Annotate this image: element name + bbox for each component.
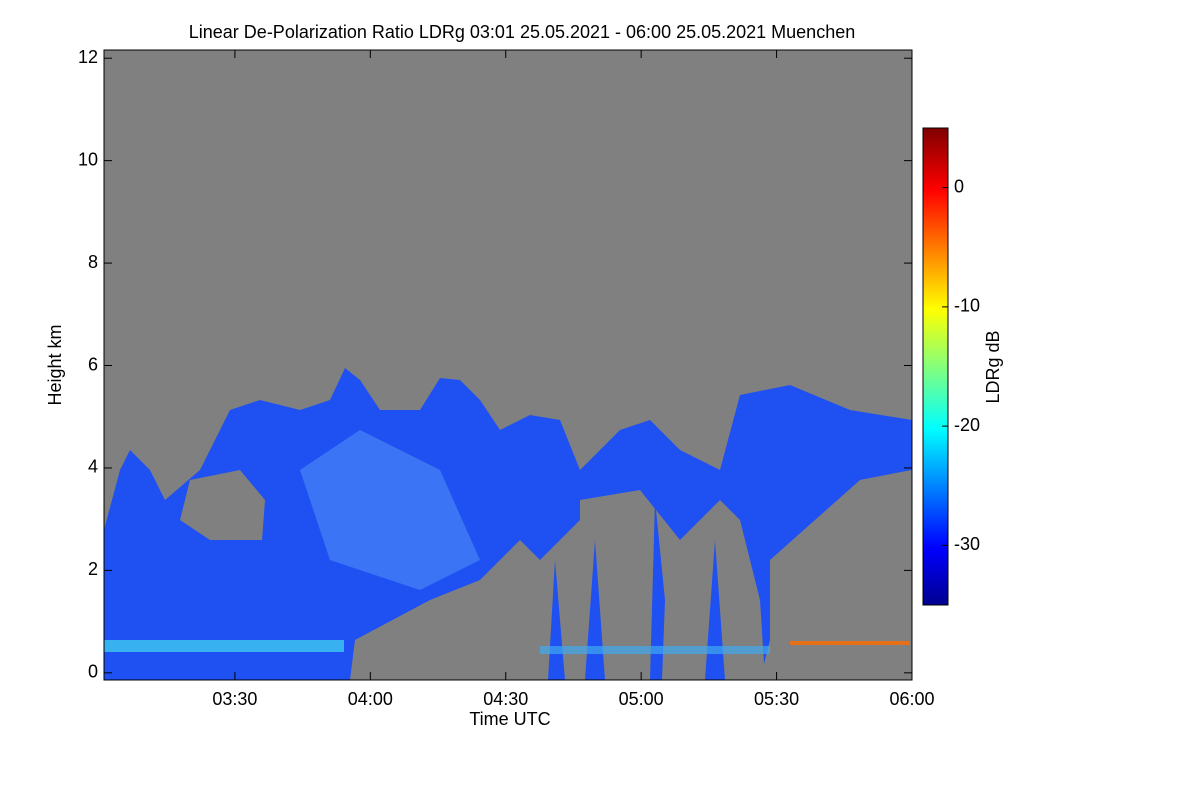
x-tick-label: 06:00	[889, 689, 934, 709]
y-tick-label: 0	[88, 662, 98, 682]
y-tick-label: 2	[88, 559, 98, 579]
x-tick-label: 05:00	[619, 689, 664, 709]
y-tick-label: 6	[88, 354, 98, 374]
colorbar-tick-label: -30	[954, 534, 980, 554]
x-tick-label: 03:30	[212, 689, 257, 709]
colorbar-tick-label: -20	[954, 415, 980, 435]
colorbar-label: LDRg dB	[983, 330, 1003, 403]
y-tick-label: 8	[88, 252, 98, 272]
y-axis-label: Height km	[45, 324, 65, 405]
y-tick-label: 10	[78, 149, 98, 169]
heatmap-field	[104, 50, 912, 680]
colorbar	[922, 127, 949, 606]
plot-frame	[103, 49, 913, 681]
y-tick-label: 4	[88, 457, 98, 477]
colorbar-tick-label: -10	[954, 296, 980, 316]
x-axis-label: Time UTC	[469, 709, 550, 729]
x-tick-label: 05:30	[754, 689, 799, 709]
y-tick-label: 12	[78, 47, 98, 67]
chart-title: Linear De-Polarization Ratio LDRg 03:01 …	[189, 22, 855, 42]
x-tick-label: 04:00	[348, 689, 393, 709]
colorbar-tick-label: 0	[954, 176, 964, 196]
x-tick-label: 04:30	[483, 689, 528, 709]
